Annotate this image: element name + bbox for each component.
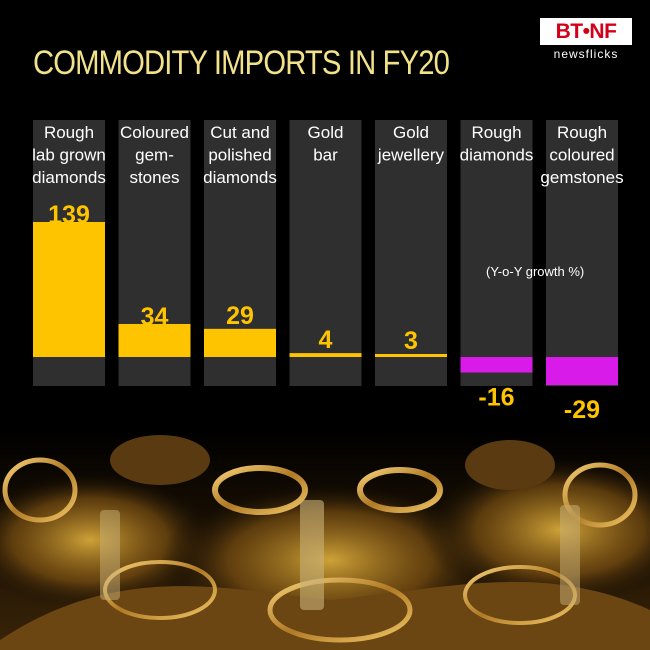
column-background <box>289 120 362 386</box>
chart-title: COMMODITY IMPORTS IN FY20 <box>33 44 450 82</box>
bar <box>33 222 105 357</box>
bar <box>289 353 362 357</box>
category-label: Rough diamonds <box>460 123 534 165</box>
category-label: Coloured gem-stones <box>120 123 189 187</box>
brand-logo: BT•NF newsflicks <box>540 18 632 64</box>
logo-brand-text: BT•NF <box>540 18 632 45</box>
bar <box>460 357 533 373</box>
value-label: 3 <box>404 327 418 355</box>
value-label: 4 <box>319 326 333 354</box>
bar <box>546 357 618 386</box>
column-background <box>460 120 533 386</box>
value-label: -16 <box>478 384 514 412</box>
jewellery-background-image <box>0 430 650 650</box>
category-label: Rough lab grown diamonds <box>32 123 106 187</box>
category-label: Gold jewellery <box>377 123 445 165</box>
value-label: 139 <box>48 201 90 229</box>
bar-chart: Rough lab grown diamonds 139 Coloured gem-sto… <box>32 120 624 424</box>
bar <box>118 323 191 357</box>
value-label: 29 <box>226 302 254 330</box>
category-label: Rough coloured gemstones <box>540 123 623 187</box>
logo-sub-text: newsflicks <box>553 47 619 61</box>
column-background <box>375 120 447 386</box>
category-label: Gold bar <box>308 123 344 165</box>
value-label: 34 <box>141 303 169 331</box>
column-background <box>546 120 618 386</box>
bar <box>204 328 276 357</box>
value-label: -29 <box>564 396 600 424</box>
y-axis-note: (Y-o-Y growth %) <box>486 264 585 279</box>
category-label: Cut and polished diamonds <box>203 123 277 187</box>
bar <box>375 354 447 357</box>
